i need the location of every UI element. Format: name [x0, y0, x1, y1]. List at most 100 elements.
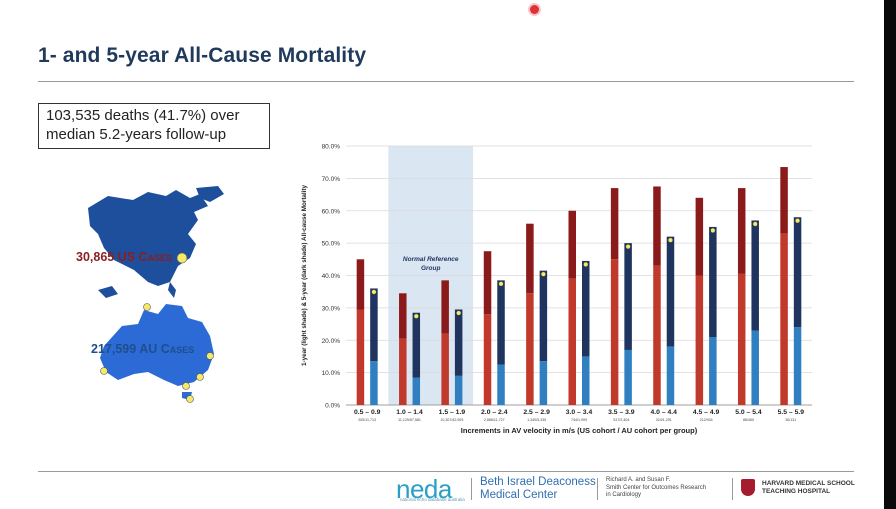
x-tick-label: 5.0 – 5.4 — [735, 409, 762, 416]
au-1yr-bar — [454, 375, 463, 405]
x-tick-label: 4.0 – 4.4 — [650, 409, 677, 416]
us-1yr-bar — [780, 233, 788, 405]
au-site-dot-2 — [100, 367, 108, 375]
y-tick-label: 70.0% — [322, 176, 341, 183]
harvard-logo-text: HARVARD MEDICAL SCHOOL TEACHING HOSPITAL — [762, 480, 855, 496]
us-cases-label: 30,865 US Cases — [76, 250, 173, 264]
y-tick-label: 50.0% — [322, 241, 341, 248]
x-tick-label: 4.5 – 4.9 — [693, 409, 720, 416]
au-5yr-bar — [582, 260, 590, 357]
au-1yr-bar — [793, 327, 802, 405]
au-5yr-bar — [709, 226, 717, 338]
us-5yr-bar — [737, 188, 746, 274]
us-5yr-bar — [526, 223, 534, 294]
au-1yr-bar — [370, 361, 378, 405]
au-5yr-bar — [454, 309, 463, 376]
au-marker-dot — [413, 313, 419, 319]
x-axis-title: Increments in AV velocity in m/s (US coh… — [461, 426, 698, 435]
slide-title: 1- and 5-year All-Cause Mortality — [38, 44, 367, 67]
x-count-label: 11,125/57,581 — [398, 418, 421, 422]
x-tick-label: 3.5 – 3.9 — [608, 409, 635, 416]
x-count-label: 88/460 — [743, 418, 754, 422]
footer-separator — [732, 478, 733, 500]
bidmc-logo-text: Beth Israel Deaconess Medical Center — [480, 476, 596, 502]
au-marker-dot — [667, 237, 673, 243]
au-cases-label: 217,599 AU Cases — [91, 342, 195, 356]
summary-line-1: 103,535 deaths (41.7%) over — [46, 107, 240, 124]
x-count-label: 744/1,909 — [571, 418, 587, 422]
footer-divider — [38, 471, 854, 472]
bidmc-line-2: Medical Center — [480, 489, 558, 501]
au-marker-dot — [540, 271, 546, 277]
y-tick-label: 40.0% — [322, 273, 341, 280]
au-site-dot-5 — [182, 382, 190, 390]
us-1yr-bar — [653, 265, 661, 405]
recording-indicator-icon — [530, 5, 539, 14]
title-divider — [38, 81, 854, 82]
us-1yr-bar — [356, 309, 365, 405]
us-5yr-bar — [695, 197, 704, 276]
us-site-dot — [176, 252, 188, 264]
au-5yr-bar — [666, 236, 675, 347]
y-tick-label: 30.0% — [322, 305, 341, 312]
x-tick-label: 2.0 – 2.4 — [481, 409, 508, 416]
smith-line-3: in Cardiology — [606, 492, 642, 498]
au-site-dot-1 — [143, 303, 151, 311]
summary-line-2: median 5.2-years follow-up — [46, 126, 227, 143]
south-america-tip — [98, 286, 118, 298]
us-1yr-bar — [610, 259, 619, 405]
au-marker-dot — [583, 261, 589, 267]
x-tick-label: 3.0 – 3.4 — [566, 409, 593, 416]
au-1yr-bar — [709, 337, 717, 405]
us-5yr-bar — [568, 210, 576, 279]
au-marker-dot — [498, 281, 504, 287]
y-tick-label: 80.0% — [322, 144, 341, 151]
au-1yr-bar — [582, 356, 590, 405]
harvard-crest-icon — [741, 479, 755, 496]
au-5yr-bar — [793, 217, 802, 328]
us-5yr-bar — [356, 259, 365, 310]
au-marker-dot — [456, 310, 462, 316]
x-tick-label: 1.0 – 1.4 — [396, 409, 423, 416]
us-1yr-bar — [568, 278, 576, 405]
au-1yr-bar — [412, 377, 421, 405]
window-edge — [884, 0, 896, 509]
us-1yr-bar — [695, 275, 704, 405]
au-1yr-bar — [539, 361, 548, 405]
us-5yr-bar — [441, 280, 449, 334]
neda-logo: neda — [396, 474, 452, 504]
bidmc-line-1: Beth Israel Deaconess — [480, 476, 596, 488]
au-site-dot-6 — [186, 395, 194, 403]
smith-line-1: Richard A. and Susan F. — [606, 477, 671, 483]
au-site-dot-4 — [196, 373, 204, 381]
au-5yr-bar — [497, 280, 505, 365]
neda-tagline: national echo database australia — [400, 497, 465, 502]
x-tick-label: 0.5 – 0.9 — [354, 409, 381, 416]
x-count-label: 10,307/42,593 — [440, 418, 463, 422]
au-1yr-bar — [497, 364, 505, 405]
au-1yr-bar — [666, 346, 675, 405]
x-tick-label: 2.5 – 2.9 — [523, 409, 550, 416]
mortality-bar-chart: 0.0% 10.0% 20.0% 30.0% 40.0% 50.0% 60.0% 70.0% 8… — [301, 144, 812, 435]
reference-annotation-line-2: Group — [421, 265, 441, 272]
smith-center-text: Richard A. and Susan F. Smith Center for… — [606, 477, 706, 500]
au-marker-dot — [710, 227, 716, 233]
harvard-line-1: HARVARD MEDICAL SCHOOL — [762, 480, 855, 487]
north-america-shape — [88, 190, 208, 286]
us-1yr-bar — [737, 273, 746, 405]
footer-separator — [597, 478, 598, 500]
us-1yr-bar — [399, 338, 407, 405]
x-count-label: 212/934 — [700, 418, 713, 422]
x-count-label: 324/1,291 — [656, 418, 672, 422]
au-1yr-bar — [751, 330, 759, 405]
y-tick-label: 10.0% — [322, 370, 341, 377]
au-marker-dot — [795, 218, 801, 224]
x-tick-label: 1.5 – 1.9 — [439, 409, 466, 416]
au-5yr-bar — [539, 270, 548, 362]
us-5yr-bar — [610, 188, 619, 260]
au-1yr-bar — [624, 349, 632, 405]
harvard-line-2: TEACHING HOSPITAL — [762, 488, 831, 495]
us-1yr-bar — [441, 333, 449, 405]
au-marker-dot — [625, 244, 631, 250]
au-marker-dot — [752, 221, 758, 227]
